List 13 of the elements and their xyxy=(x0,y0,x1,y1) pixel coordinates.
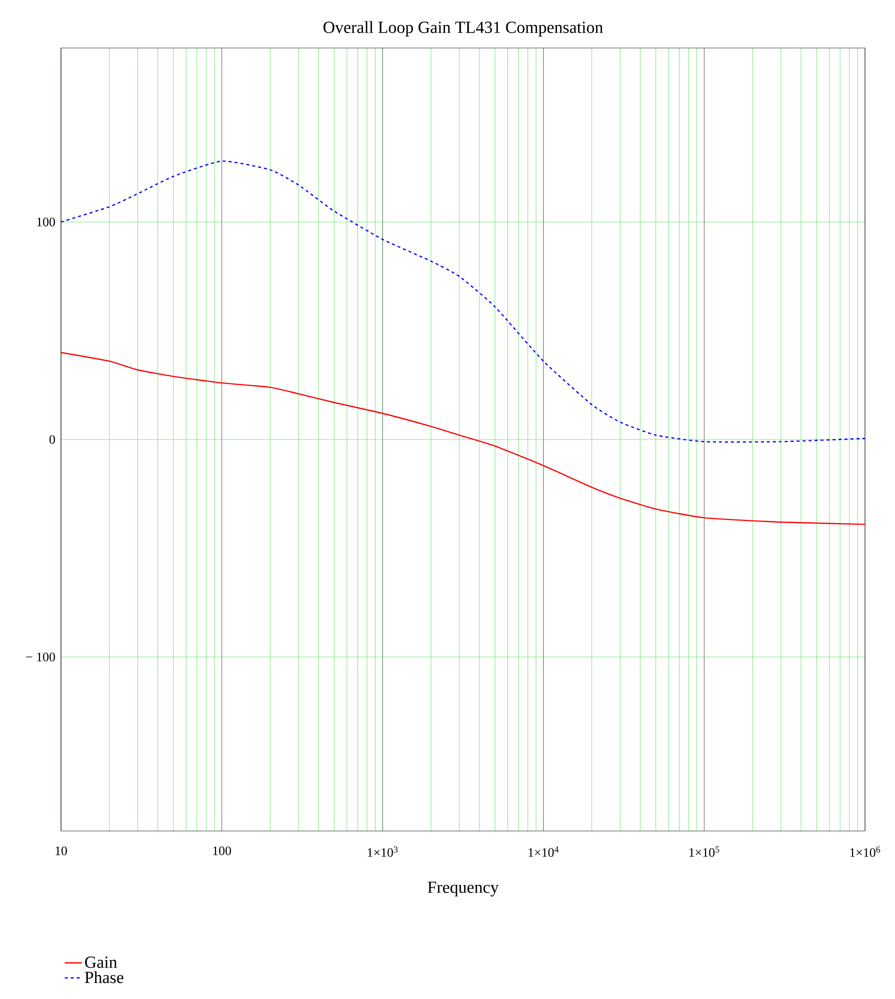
y-tick-label: 0 xyxy=(50,435,55,444)
y-tick-label: 100 xyxy=(37,218,55,226)
x-tick-label: 1×10$^{3}$ xyxy=(368,846,398,857)
chart-title: Overall Loop Gain TL431 Compensation xyxy=(324,21,603,37)
legend-label: Gain xyxy=(85,956,118,968)
x-tick-label: 100 xyxy=(213,846,232,856)
x-axis-title: Frequency xyxy=(428,882,499,896)
x-tick-label: 1×10$^{5}$ xyxy=(689,846,720,857)
legend-label: Phase xyxy=(84,971,124,984)
x-tick-label: 1×10$^{6}$ xyxy=(850,846,880,857)
x-tick-label: 10 xyxy=(56,846,67,856)
y-tick-label: − 100 xyxy=(26,652,55,662)
x-tick-label: 1×10$^{4}$ xyxy=(528,846,559,857)
